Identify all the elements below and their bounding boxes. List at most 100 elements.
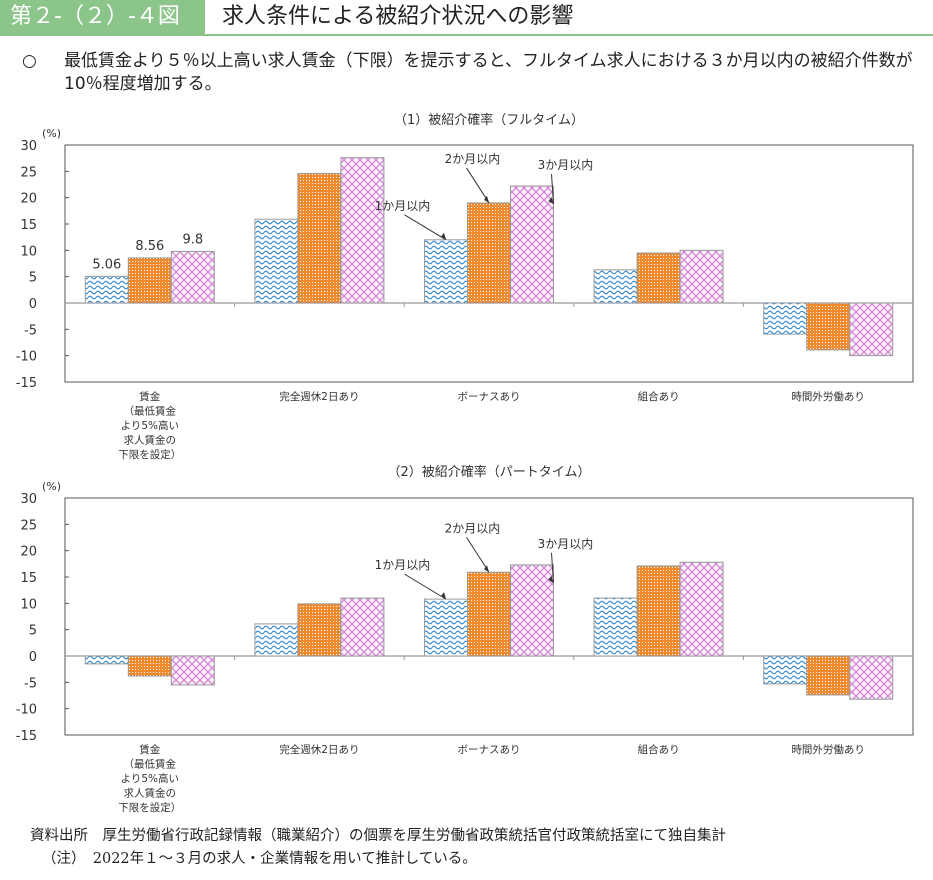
arrowhead-icon xyxy=(441,232,446,240)
bar-2か月以内 xyxy=(297,172,342,304)
y-axis-unit: (%) xyxy=(42,127,61,140)
bar-1か月以内 xyxy=(763,655,808,685)
bar-1か月以内 xyxy=(254,623,299,657)
x-tick-label: （最低賃金 xyxy=(124,758,177,771)
bar-2か月以内 xyxy=(806,302,851,351)
y-tick-label: 5 xyxy=(29,624,37,639)
arrowhead-icon xyxy=(441,592,446,600)
bar-2か月以内 xyxy=(806,655,851,696)
annotation-arrow xyxy=(466,536,490,573)
y-tick-label: 10 xyxy=(20,597,37,612)
bar-3か月以内 xyxy=(340,157,385,304)
bar-3か月以内 xyxy=(170,655,215,686)
plot-frame xyxy=(64,497,914,736)
y-tick-label: 15 xyxy=(20,218,37,233)
y-tick-label: 20 xyxy=(20,545,37,560)
y-tick-label: 10 xyxy=(20,244,37,259)
x-tick-label: 組合あり xyxy=(638,743,680,756)
y-tick-label: 30 xyxy=(20,492,37,507)
y-tick-label: -10 xyxy=(16,350,37,365)
x-tick-label: より5%高い xyxy=(121,419,179,432)
bar-1か月以内 xyxy=(84,655,129,665)
x-tick-label: 時間外労働あり xyxy=(791,390,865,403)
plot-frame xyxy=(64,144,914,383)
y-tick-label: -10 xyxy=(16,703,37,718)
y-tick-label: -5 xyxy=(24,676,37,691)
bar-3か月以内 xyxy=(510,185,554,304)
y-tick-label: 15 xyxy=(20,571,37,586)
series-annotation: 3か月以内 xyxy=(538,537,594,551)
figure-header: 第２-（２）-４図 求人条件による被紹介状況への影響 xyxy=(0,0,933,36)
bar-2か月以内 xyxy=(636,252,681,304)
series-annotation: 3か月以内 xyxy=(538,158,594,172)
x-tick-label: 求人賃金の xyxy=(124,787,177,800)
y-tick-label: 5 xyxy=(29,271,37,286)
figure-title: 求人条件による被紹介状況への影響 xyxy=(222,4,574,29)
annotation-arrow xyxy=(466,167,490,204)
bar-2か月以内 xyxy=(127,257,172,304)
x-tick-label: 時間外労働あり xyxy=(791,743,865,756)
bar-3か月以内 xyxy=(679,561,724,657)
bar-3か月以内 xyxy=(679,249,724,304)
bar-1か月以内 xyxy=(763,302,808,335)
bullet-icon: ○ xyxy=(22,51,37,71)
x-tick-label: 組合あり xyxy=(638,390,680,403)
bar-2か月以内 xyxy=(467,202,511,304)
annotation-arrow xyxy=(404,573,447,600)
lead-text: ○ 最低賃金より５％以上高い求人賃金（下限）を提示すると、フルタイム求人における… xyxy=(22,50,922,96)
series-annotation: 2か月以内 xyxy=(445,152,501,166)
bar-1か月以内 xyxy=(424,598,468,657)
bar-2か月以内 xyxy=(127,655,172,677)
x-tick-label: より5%高い xyxy=(121,772,179,785)
annotation-arrow xyxy=(551,552,554,583)
x-tick-label: 賃金 xyxy=(139,743,160,756)
y-tick-label: 20 xyxy=(20,192,37,207)
x-tick-label: 下限を設定） xyxy=(118,801,181,814)
footnote: （注） 2022年１～３月の求人・企業情報を用いて推計している。 xyxy=(42,851,477,867)
bar-3か月以内 xyxy=(849,655,894,700)
bar-1か月以内 xyxy=(424,239,468,304)
bar-1か月以内 xyxy=(84,275,129,304)
y-tick-label: 25 xyxy=(20,518,37,533)
bar-2か月以内 xyxy=(636,565,681,657)
y-tick-label: 0 xyxy=(29,297,37,312)
y-tick-label: -5 xyxy=(24,323,37,338)
bar-1か月以内 xyxy=(593,269,638,304)
bar-1か月以内 xyxy=(593,597,638,657)
data-label: 5.06 xyxy=(92,257,121,272)
y-tick-label: -15 xyxy=(16,729,37,744)
series-annotation: 1か月以内 xyxy=(375,558,431,572)
y-tick-label: 30 xyxy=(20,139,37,154)
x-tick-label: 完全週休2日あり xyxy=(279,390,359,403)
lead-sentence: 最低賃金より５％以上高い求人賃金（下限）を提示すると、フルタイム求人における３か… xyxy=(64,51,913,94)
bar-3か月以内 xyxy=(510,564,554,657)
figure-number: 第２-（２）-４図 xyxy=(0,0,205,34)
chart-title: （1）被紹介確率（フルタイム） xyxy=(394,112,584,128)
arrowhead-icon xyxy=(484,565,489,573)
arrowhead-icon xyxy=(548,197,554,205)
series-annotation: 2か月以内 xyxy=(445,521,501,535)
bar-1か月以内 xyxy=(254,218,299,304)
y-axis-unit: (%) xyxy=(42,480,61,493)
x-tick-label: 完全週休2日あり xyxy=(279,743,359,756)
x-tick-label: ボーナスあり xyxy=(458,391,521,403)
annotation-arrow xyxy=(551,174,554,205)
series-annotation: 1か月以内 xyxy=(375,199,431,213)
bar-2か月以内 xyxy=(297,603,342,657)
arrowhead-icon xyxy=(548,575,554,583)
x-tick-label: （最低賃金 xyxy=(124,405,177,418)
chart-title: （2）被紹介確率（パートタイム） xyxy=(387,464,590,480)
bar-3か月以内 xyxy=(340,597,385,657)
x-tick-label: 賃金 xyxy=(139,390,160,403)
x-tick-label: 求人賃金の xyxy=(124,434,177,447)
data-label: 9.8 xyxy=(182,232,203,247)
x-tick-label: ボーナスあり xyxy=(458,744,521,756)
data-label: 8.56 xyxy=(135,239,164,254)
source-note: 資料出所 厚生労働省行政記録情報（職業紹介）の個票を厚生労働省政策統括官付政策統… xyxy=(30,828,726,844)
bar-2か月以内 xyxy=(467,571,511,657)
y-tick-label: -15 xyxy=(16,376,37,391)
annotation-arrow xyxy=(404,214,447,241)
x-tick-label: 下限を設定） xyxy=(118,448,181,461)
y-tick-label: 25 xyxy=(20,165,37,180)
